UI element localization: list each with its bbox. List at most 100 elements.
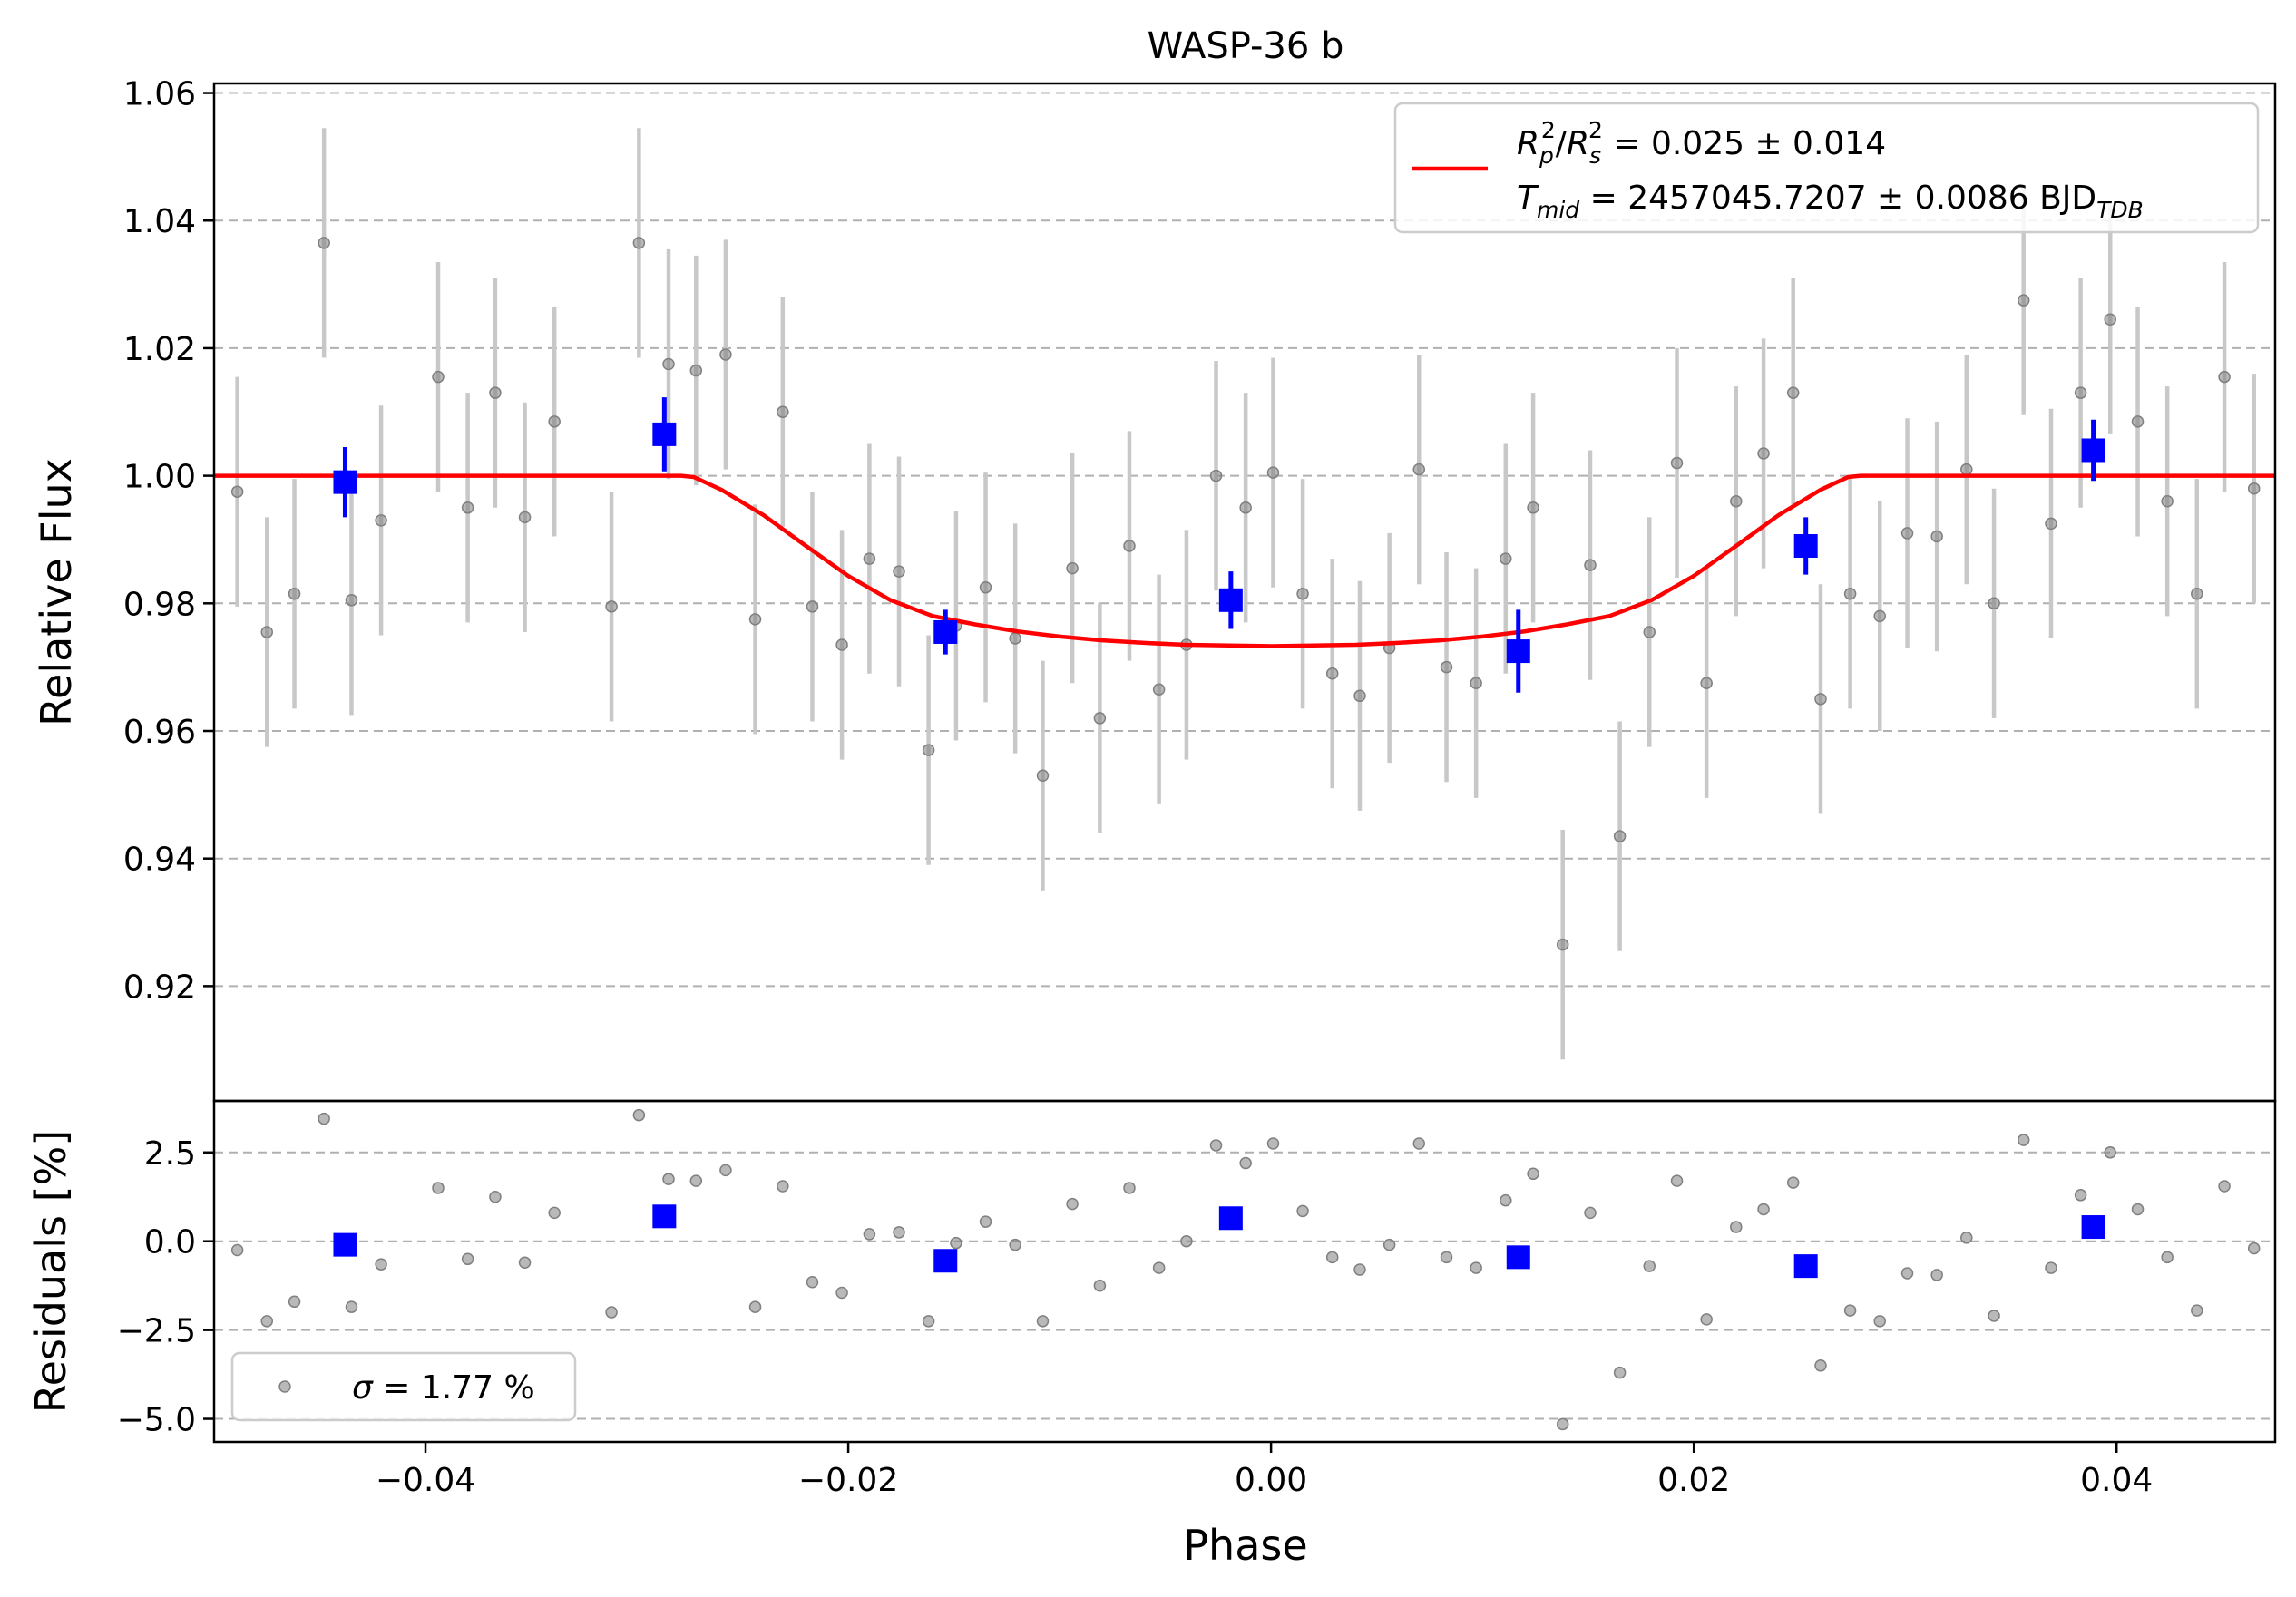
residual-point (1613, 1366, 1627, 1379)
phase-tick-label: 0.04 (2080, 1462, 2153, 1499)
flux-point (835, 638, 848, 651)
flux-point (1900, 527, 1914, 540)
residual-point (748, 1300, 762, 1313)
residual-point (1700, 1313, 1713, 1326)
flux-y-tick-label: 0.96 (123, 714, 196, 751)
residual-binned-point (933, 1249, 958, 1273)
flux-point (1757, 447, 1770, 460)
flux-point (1152, 683, 1166, 696)
residual-point (1412, 1137, 1425, 1150)
flux-point (345, 594, 358, 607)
flux-point (1730, 495, 1743, 508)
flux-point (719, 348, 732, 361)
residual-point (2247, 1242, 2261, 1255)
flux-y-tick-label: 0.98 (123, 586, 196, 623)
residual-point (835, 1286, 848, 1300)
residual-point (1382, 1238, 1396, 1251)
flux-y-tick-label: 1.04 (123, 203, 196, 240)
residual-binned-point (652, 1204, 677, 1229)
residual-point (1843, 1304, 1857, 1317)
residual-point (1009, 1238, 1021, 1251)
flux-point (1412, 463, 1425, 476)
flux-point (1527, 501, 1539, 514)
residual-point (1643, 1260, 1656, 1272)
flux-point (1988, 597, 2000, 610)
residual-binned-point (1793, 1254, 1818, 1279)
flux-point (1325, 667, 1339, 680)
flux-point (1960, 463, 1973, 476)
flux-point (2218, 370, 2231, 384)
residual-point (2104, 1146, 2116, 1159)
residual-point (1930, 1269, 1943, 1281)
residual-point (689, 1174, 703, 1187)
residuals-panel: −5.0 −2.5 0.0 2.5 −0.04 −0.02 0.00 0.02 0.04 Re… (26, 1099, 2277, 1570)
residual-point (2191, 1304, 2203, 1317)
flux-point (288, 588, 301, 600)
flux-point (1613, 830, 1627, 842)
legend-residual-marker (278, 1380, 291, 1393)
residual-point (230, 1243, 244, 1257)
residuals-grid (214, 1151, 2275, 1420)
residual-point (1180, 1234, 1193, 1248)
flux-point (2017, 294, 2030, 307)
residual-point (893, 1226, 905, 1239)
flux-y-axis-label: Relative Flux (32, 458, 81, 726)
flux-point (1066, 561, 1079, 575)
legend-sigma-entry: σ = 1.77 % (352, 1369, 535, 1407)
flux-point (777, 405, 789, 419)
residual-point (1440, 1251, 1453, 1264)
residual-point (1988, 1310, 2000, 1322)
residual-point (1325, 1251, 1339, 1264)
residuals-y-ticks: −5.0 −2.5 0.0 2.5 (117, 1135, 214, 1439)
flux-y-tick-label: 1.00 (123, 459, 196, 496)
flux-y-tick-label: 0.92 (123, 969, 196, 1006)
flux-point (230, 485, 244, 498)
flux-y-tick-label: 1.02 (123, 331, 196, 368)
flux-point (1266, 466, 1280, 479)
residuals-axes-frame (212, 1099, 2277, 1444)
flux-point (689, 364, 703, 377)
flux-point (2131, 415, 2145, 428)
residual-point (1093, 1279, 1107, 1292)
flux-point (2161, 495, 2174, 508)
residual-point (1814, 1359, 1827, 1372)
flux-point (1209, 469, 1223, 482)
flux-point (1353, 689, 1366, 703)
residual-point (719, 1164, 732, 1177)
flux-point (1440, 660, 1453, 674)
residuals-y-axis-label: Residuals [%] (26, 1130, 75, 1413)
flux-point (318, 237, 330, 249)
flux-point (2247, 482, 2261, 495)
residual-point (1584, 1206, 1597, 1220)
residual-point (1266, 1137, 1280, 1150)
binned-point (2081, 438, 2105, 463)
residual-point (432, 1182, 445, 1194)
flux-y-tick-label: 0.94 (123, 842, 196, 879)
flux-point (1700, 677, 1713, 689)
residuals-legend: σ = 1.77 % (230, 1351, 577, 1422)
residual-point (288, 1295, 301, 1309)
residual-point (1123, 1182, 1136, 1194)
flux-point (489, 386, 502, 399)
flux-point (1873, 609, 1886, 623)
residual-point (1786, 1176, 1800, 1189)
flux-point (2074, 386, 2087, 399)
residual-point (2017, 1134, 2030, 1146)
flux-point (1296, 588, 1309, 600)
phase-x-ticks: −0.04 −0.02 0.00 0.02 0.04 (376, 1442, 2153, 1499)
residuals-y-tick-label: 2.5 (144, 1135, 196, 1173)
residual-point (548, 1206, 561, 1220)
flux-point (2191, 588, 2203, 600)
residual-point (950, 1236, 962, 1250)
flux-point (1843, 588, 1857, 600)
residual-point (1873, 1315, 1886, 1328)
residual-binned-point (1218, 1206, 1243, 1231)
flux-point (1584, 559, 1597, 571)
residual-point (2074, 1189, 2087, 1202)
flux-y-tick-label: 1.06 (123, 76, 196, 113)
residual-point (1900, 1267, 1914, 1280)
residual-point (1960, 1232, 1973, 1244)
flux-point (1786, 386, 1800, 399)
flux-point (1470, 677, 1482, 689)
